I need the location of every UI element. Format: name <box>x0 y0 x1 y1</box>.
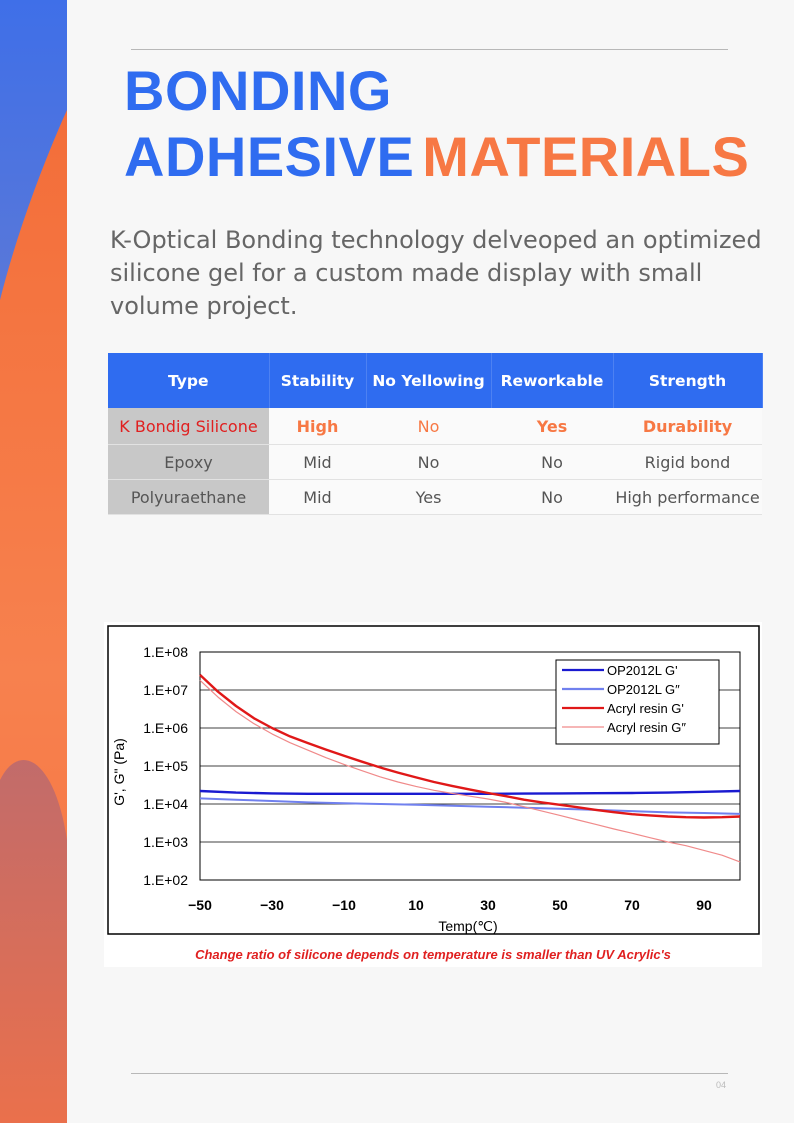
series-line <box>199 797 741 815</box>
cell-reworkable: No <box>491 479 613 515</box>
decorative-sidebar <box>0 0 67 1123</box>
y-tick-label: 1.E+02 <box>143 872 188 888</box>
chart-svg: 1.E+02 1.E+03 1.E+04 1.E+05 1.E+06 1.E+07 1.E+… <box>107 625 760 962</box>
y-tick-label: 1.E+07 <box>143 682 188 698</box>
title-word-materials: MATERIALS <box>422 125 750 188</box>
cell-no-yellowing: No <box>366 408 491 445</box>
page-title: BONDING ADHESIVE MATERIALS <box>124 58 749 190</box>
rheology-chart: 1.E+02 1.E+03 1.E+04 1.E+05 1.E+06 1.E+07 1.E+… <box>104 622 762 967</box>
sidebar-graphic <box>0 0 67 1123</box>
x-tick-label: 10 <box>408 897 424 913</box>
cell-no-yellowing: Yes <box>366 479 491 515</box>
header-stability: Stability <box>269 353 367 408</box>
cell-stability: Mid <box>269 479 366 515</box>
header-reworkable: Reworkable <box>491 353 614 408</box>
cell-strength: Durability <box>613 408 762 445</box>
x-tick-labels: −50 −30 −10 10 30 50 70 90 <box>188 897 712 913</box>
chart-series-group <box>199 674 741 863</box>
table-header-row: Type Stability No Yellowing Reworkable S… <box>108 353 763 408</box>
intro-paragraph: K-Optical Bonding technology delveoped a… <box>110 226 762 320</box>
table-row: Epoxy Mid No No Rigid bond <box>108 444 762 480</box>
series-line <box>199 679 741 863</box>
cell-type: K Bondig Silicone <box>108 408 269 445</box>
chart-caption: Change ratio of silicone depends on temp… <box>195 947 671 962</box>
x-tick-label: 30 <box>480 897 496 913</box>
y-tick-label: 1.E+05 <box>143 758 188 774</box>
table-row: K Bondig Silicone High No Yes Durability <box>108 408 762 445</box>
x-axis-label: Temp(℃) <box>438 918 497 934</box>
cell-reworkable: Yes <box>491 408 613 445</box>
title-word-adhesive: ADHESIVE <box>124 125 415 188</box>
x-tick-label: −50 <box>188 897 212 913</box>
x-tick-label: −30 <box>260 897 284 913</box>
legend-label: Acryl resin G' <box>607 701 684 716</box>
top-divider <box>131 49 728 50</box>
series-line <box>199 789 741 795</box>
table-row: Polyuraethane Mid Yes No High performanc… <box>108 479 762 515</box>
legend-label: Acryl resin G″ <box>607 720 686 735</box>
y-tick-label: 1.E+03 <box>143 834 188 850</box>
cell-type: Polyuraethane <box>108 479 269 515</box>
y-tick-label: 1.E+06 <box>143 720 188 736</box>
chart-legend: OP2012L G' OP2012L G″ Acryl resin G' Acryl … <box>555 659 720 745</box>
page-number: 04 <box>716 1080 727 1090</box>
series-line <box>199 674 741 819</box>
legend-label: OP2012L G″ <box>607 682 680 697</box>
y-tick-label: 1.E+08 <box>143 644 188 660</box>
header-no-yellowing: No Yellowing <box>366 353 492 408</box>
y-axis-label: G', G" (Pa) <box>111 738 127 806</box>
header-strength: Strength <box>613 353 763 408</box>
comparison-table: Type Stability No Yellowing Reworkable S… <box>108 353 763 515</box>
x-tick-label: 50 <box>552 897 568 913</box>
x-tick-label: 70 <box>624 897 640 913</box>
header-type: Type <box>108 353 270 408</box>
cell-reworkable: No <box>491 444 613 480</box>
cell-type: Epoxy <box>108 444 269 480</box>
x-tick-label: −10 <box>332 897 356 913</box>
x-tick-label: 90 <box>696 897 712 913</box>
cell-stability: Mid <box>269 444 366 480</box>
title-line1: BONDING <box>124 59 392 122</box>
legend-label: OP2012L G' <box>607 663 678 678</box>
cell-strength: Rigid bond <box>613 444 762 480</box>
bottom-divider <box>131 1073 728 1074</box>
cell-no-yellowing: No <box>366 444 491 480</box>
y-tick-labels: 1.E+02 1.E+03 1.E+04 1.E+05 1.E+06 1.E+07 1.E+… <box>143 644 188 888</box>
cell-stability: High <box>269 408 366 445</box>
cell-strength: High performance <box>613 479 762 515</box>
y-tick-label: 1.E+04 <box>143 796 188 812</box>
